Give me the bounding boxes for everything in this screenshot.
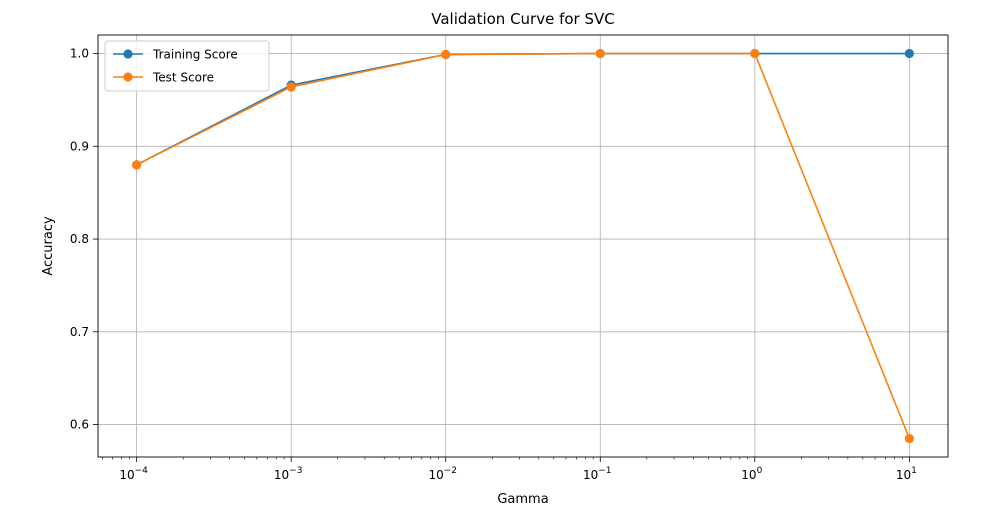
data-point [750,48,760,59]
data-point [286,82,296,92]
y-tick-label: 0.8 [70,232,89,246]
chart-title: Validation Curve for SVC [431,10,615,28]
data-point [904,433,914,444]
data-point [132,160,142,170]
legend: Training Score Test Score [104,40,270,92]
data-point [595,48,605,59]
plot-frame [97,34,949,458]
grid [98,35,948,457]
x-tick-label: 10−3 [274,466,303,482]
axes: 10−4 10−3 10−2 10−1 100 101 0.6 0.7 0.8 0.9 1.0 [70,34,949,482]
data-point [441,49,451,60]
legend-label: Training Score [152,48,238,62]
legend-box [104,40,270,92]
x-tick-label: 100 [741,466,762,482]
x-tick-label: 10−4 [119,466,148,482]
legend-label: Test Score [152,71,214,85]
series-line [136,52,911,439]
y-axis-title: Accuracy [41,216,56,276]
y-tick-label: 0.6 [70,418,89,432]
x-tick-label: 10−2 [428,466,457,482]
legend-marker [123,49,133,59]
legend-marker [123,72,133,82]
data-point [904,48,914,59]
x-tick-label: 10−1 [583,466,612,482]
y-tick-label: 0.9 [70,139,89,153]
x-axis-title: Gamma [497,492,548,507]
series-layer [132,48,914,444]
y-tick-label: 0.7 [70,325,89,339]
series-1 [132,48,914,444]
y-tick-label: 1.0 [70,47,89,61]
x-tick-label: 101 [896,466,917,482]
